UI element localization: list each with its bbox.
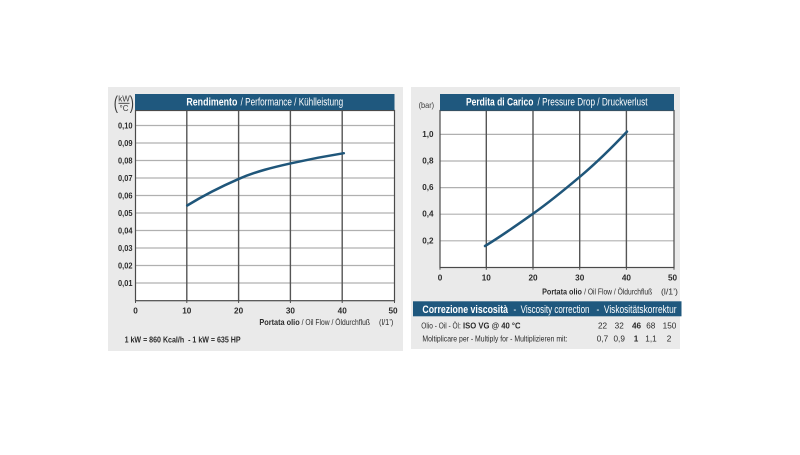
svg-text:Correzione viscosità: Correzione viscosità	[422, 304, 508, 316]
svg-text:(l/1’): (l/1’)	[379, 318, 394, 327]
svg-text:0,9: 0,9	[614, 334, 626, 343]
svg-text:(l/1’): (l/1’)	[661, 287, 678, 296]
svg-text:Moltiplicare per - Multiply fo: Moltiplicare per - Multiply for - Multip…	[422, 334, 567, 343]
svg-text:0,01: 0,01	[118, 279, 133, 288]
svg-text:/ Pressure Drop / Druckverlust: / Pressure Drop / Druckverlust	[538, 96, 648, 108]
svg-text:0,6: 0,6	[422, 183, 434, 192]
svg-text:0,04: 0,04	[118, 227, 133, 236]
svg-text:10: 10	[482, 274, 492, 283]
svg-text:1,0: 1,0	[422, 130, 434, 139]
svg-text:Rendimento: Rendimento	[186, 96, 237, 108]
svg-text:0,10: 0,10	[118, 122, 133, 131]
svg-text:0,08: 0,08	[118, 157, 133, 166]
svg-text:(bar): (bar)	[419, 101, 435, 110]
svg-text:50: 50	[668, 274, 678, 283]
svg-text:40: 40	[338, 307, 348, 316]
svg-text:0,05: 0,05	[118, 209, 133, 218]
svg-text:1: 1	[634, 334, 639, 343]
svg-text:- Viskositätskorrektur: - Viskositätskorrektur	[597, 304, 677, 316]
svg-text:1 kW = 860 Kcal/h - 1 kW = 63: 1 kW = 860 Kcal/h - 1 kW = 635 HP	[125, 336, 241, 345]
svg-text:0,4: 0,4	[422, 210, 434, 219]
svg-text:30: 30	[286, 307, 296, 316]
svg-text:0: 0	[438, 274, 443, 283]
svg-text:22: 22	[598, 321, 608, 330]
svg-text:20: 20	[234, 307, 244, 316]
svg-text:2: 2	[667, 334, 672, 343]
svg-text:0,8: 0,8	[422, 157, 434, 166]
svg-text:20: 20	[528, 274, 538, 283]
svg-text:- Viscosity correction: - Viscosity correction	[514, 304, 590, 316]
svg-text:0,02: 0,02	[118, 262, 133, 271]
svg-text:0,06: 0,06	[118, 192, 133, 201]
svg-text:kW: kW	[118, 95, 130, 104]
svg-text:0,2: 0,2	[422, 236, 434, 245]
svg-text:30: 30	[575, 274, 585, 283]
svg-text:0,7: 0,7	[597, 334, 609, 343]
svg-text:40: 40	[622, 274, 632, 283]
svg-text:ISO VG @ 40 °C: ISO VG @ 40 °C	[463, 321, 521, 330]
svg-text:1,1: 1,1	[645, 334, 657, 343]
svg-text:Portata olio: Portata olio	[259, 318, 299, 327]
svg-text:50: 50	[388, 307, 398, 316]
svg-text:Perdita di Carico: Perdita di Carico	[466, 96, 534, 108]
svg-text:0,09: 0,09	[118, 139, 133, 148]
svg-text:Olio - Oil - Öl:: Olio - Oil - Öl:	[421, 320, 461, 330]
svg-text:10: 10	[182, 307, 192, 316]
svg-text:46: 46	[632, 321, 642, 330]
svg-text:Portata olio: Portata olio	[542, 287, 582, 296]
svg-text:0,03: 0,03	[118, 244, 133, 253]
svg-text:0: 0	[133, 307, 138, 316]
svg-text:150: 150	[663, 321, 677, 330]
svg-text:°C: °C	[120, 104, 129, 113]
svg-text:/ Oil Flow / Öldurchfluß: / Oil Flow / Öldurchfluß	[302, 317, 370, 327]
svg-text:(: (	[114, 92, 119, 113]
svg-text:32: 32	[615, 321, 625, 330]
svg-text:): )	[130, 92, 134, 113]
svg-text:68: 68	[646, 321, 656, 330]
svg-text:/ Oil Flow / Öldurchfluß: / Oil Flow / Öldurchfluß	[584, 286, 652, 296]
svg-text:0,07: 0,07	[118, 174, 133, 183]
svg-text:/ Performance / Kühlleistung: / Performance / Kühlleistung	[241, 96, 344, 108]
